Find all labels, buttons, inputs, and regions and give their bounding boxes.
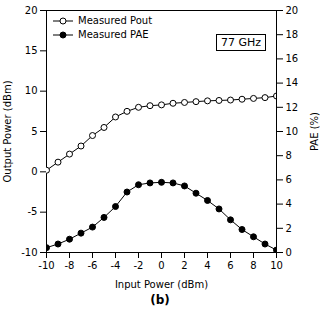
svg-text:-8: -8 <box>65 260 75 271</box>
svg-text:18: 18 <box>286 29 299 40</box>
svg-text:2: 2 <box>286 223 292 234</box>
svg-text:10: 10 <box>286 126 299 137</box>
svg-text:15: 15 <box>25 45 38 56</box>
svg-text:5: 5 <box>31 126 37 137</box>
svg-text:Input Power (dBm): Input Power (dBm) <box>115 279 208 290</box>
svg-text:12: 12 <box>286 102 299 113</box>
svg-text:10: 10 <box>270 260 283 271</box>
svg-text:PAE (%): PAE (%) <box>309 112 320 151</box>
svg-text:Output Power (dBm): Output Power (dBm) <box>2 80 13 182</box>
svg-text:-6: -6 <box>88 260 98 271</box>
svg-text:-2: -2 <box>134 260 144 271</box>
html-text:Measured Pout: Measured Pout <box>78 15 153 26</box>
svg-text:-10: -10 <box>38 260 54 271</box>
svg-text:4: 4 <box>204 260 210 271</box>
svg-text:6: 6 <box>227 260 233 271</box>
svg-text:-5: -5 <box>28 206 38 217</box>
svg-text:20: 20 <box>286 5 299 16</box>
html-text:77 GHz: 77 GHz <box>220 36 261 50</box>
svg-text:8: 8 <box>286 150 292 161</box>
svg-text:4: 4 <box>286 198 292 209</box>
html-text:Measured PAE: Measured PAE <box>78 29 149 40</box>
svg-text:0: 0 <box>31 166 37 177</box>
svg-text:10: 10 <box>25 85 38 96</box>
svg-text:2: 2 <box>181 260 187 271</box>
svg-text:14: 14 <box>286 77 299 88</box>
svg-text:-10: -10 <box>21 247 37 258</box>
svg-text:20: 20 <box>25 5 38 16</box>
svg-text:0: 0 <box>286 247 292 258</box>
svg-text:8: 8 <box>250 260 256 271</box>
svg-text:16: 16 <box>286 53 299 64</box>
html-text:(b): (b) <box>150 293 170 307</box>
svg-text:6: 6 <box>286 174 292 185</box>
svg-text:-4: -4 <box>111 260 121 271</box>
svg-text:0: 0 <box>158 260 164 271</box>
